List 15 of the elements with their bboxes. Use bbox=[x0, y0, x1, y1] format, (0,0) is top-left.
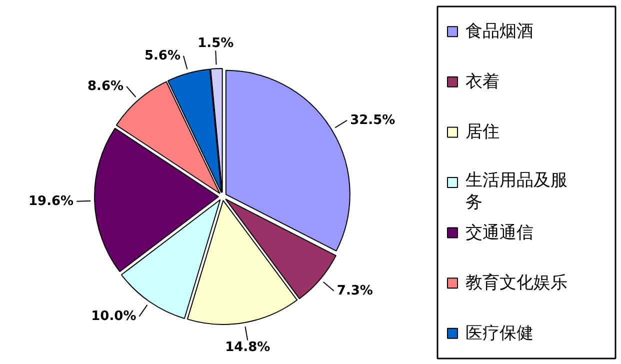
data-label: 7.3% bbox=[336, 283, 373, 298]
data-label: 5.6% bbox=[144, 48, 180, 64]
legend-label: 居住 bbox=[466, 122, 500, 142]
data-label: 8.6% bbox=[88, 78, 124, 94]
data-label: 1.5% bbox=[198, 36, 234, 52]
legend-label: 衣着 bbox=[466, 72, 500, 92]
data-label: 32.5% bbox=[350, 112, 396, 128]
data-label: 14.8% bbox=[225, 340, 270, 355]
data-label: 19.6% bbox=[28, 194, 74, 209]
legend-label: 交通通信 bbox=[466, 222, 534, 243]
data-label: 10.0% bbox=[91, 308, 136, 324]
legend-label: 医疗保健 bbox=[466, 323, 534, 344]
legend-label: 食品烟酒 bbox=[466, 22, 534, 42]
legend-label: 生活用品及服务 bbox=[466, 170, 568, 212]
legend-label: 教育文化娱乐 bbox=[466, 273, 568, 294]
